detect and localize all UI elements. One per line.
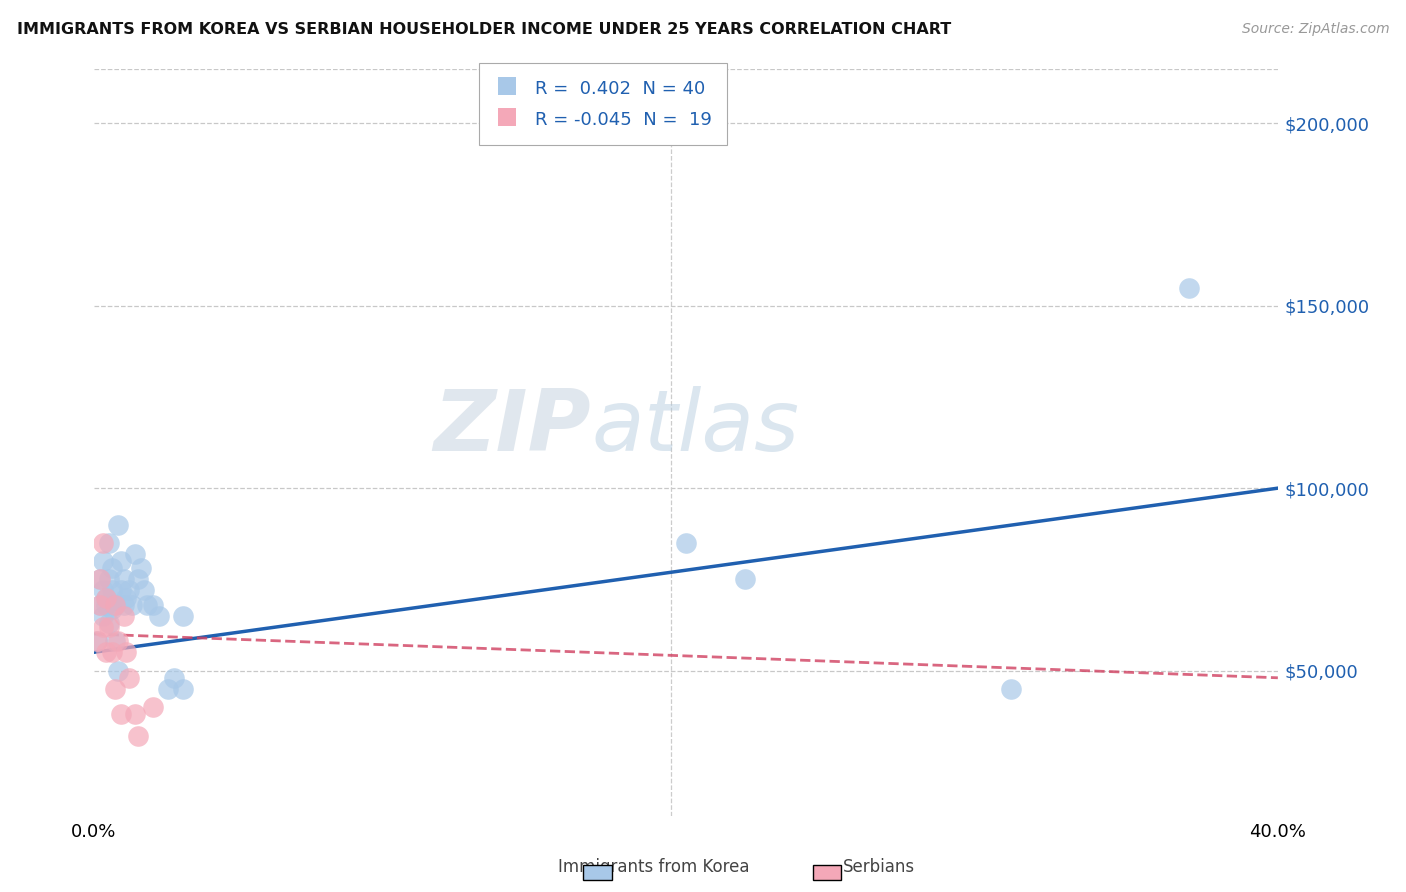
Point bbox=[91, 620, 114, 634]
Point bbox=[118, 671, 141, 685]
Text: Serbians: Serbians bbox=[842, 858, 915, 876]
Point bbox=[100, 561, 122, 575]
Point bbox=[107, 634, 129, 648]
Text: atlas: atlas bbox=[591, 386, 799, 469]
Point bbox=[100, 645, 122, 659]
Point bbox=[91, 536, 114, 550]
Point bbox=[110, 707, 132, 722]
Point bbox=[104, 681, 127, 696]
Point bbox=[124, 707, 146, 722]
Point bbox=[91, 608, 114, 623]
Point bbox=[107, 517, 129, 532]
Point bbox=[104, 598, 127, 612]
Point bbox=[1178, 280, 1201, 294]
Text: ZIP: ZIP bbox=[433, 386, 591, 469]
Point bbox=[136, 598, 159, 612]
Point bbox=[89, 572, 111, 586]
Point bbox=[91, 583, 114, 598]
Text: Source: ZipAtlas.com: Source: ZipAtlas.com bbox=[1241, 22, 1389, 37]
Point bbox=[104, 634, 127, 648]
Point bbox=[97, 616, 120, 631]
Point bbox=[129, 561, 152, 575]
Point bbox=[107, 664, 129, 678]
Point bbox=[110, 583, 132, 598]
Point bbox=[134, 583, 156, 598]
Point bbox=[148, 608, 170, 623]
Point bbox=[89, 598, 111, 612]
Point bbox=[100, 583, 122, 598]
Point bbox=[104, 598, 127, 612]
Point bbox=[121, 598, 143, 612]
Point bbox=[86, 634, 108, 648]
Legend: R =  0.402  N = 40, R = -0.045  N =  19: R = 0.402 N = 40, R = -0.045 N = 19 bbox=[479, 62, 727, 145]
Point bbox=[124, 547, 146, 561]
Point bbox=[734, 572, 756, 586]
Point bbox=[156, 681, 179, 696]
Point bbox=[86, 634, 108, 648]
Point bbox=[163, 671, 186, 685]
Point bbox=[94, 645, 117, 659]
Point bbox=[89, 572, 111, 586]
Point bbox=[91, 554, 114, 568]
Point bbox=[127, 572, 149, 586]
Point bbox=[97, 620, 120, 634]
Point bbox=[97, 572, 120, 586]
Point bbox=[97, 536, 120, 550]
Point bbox=[89, 598, 111, 612]
Point bbox=[112, 608, 135, 623]
Point bbox=[112, 572, 135, 586]
Point bbox=[1000, 681, 1022, 696]
Text: Immigrants from Korea: Immigrants from Korea bbox=[558, 858, 749, 876]
Point bbox=[94, 598, 117, 612]
Point bbox=[675, 536, 697, 550]
Point bbox=[127, 729, 149, 743]
Point bbox=[94, 591, 117, 605]
Point bbox=[94, 591, 117, 605]
Point bbox=[115, 591, 138, 605]
Point bbox=[142, 700, 165, 714]
Point bbox=[115, 645, 138, 659]
Point bbox=[110, 554, 132, 568]
Point bbox=[112, 598, 135, 612]
Point bbox=[118, 583, 141, 598]
Point bbox=[142, 598, 165, 612]
Point bbox=[172, 608, 194, 623]
Point bbox=[100, 601, 122, 615]
Text: IMMIGRANTS FROM KOREA VS SERBIAN HOUSEHOLDER INCOME UNDER 25 YEARS CORRELATION C: IMMIGRANTS FROM KOREA VS SERBIAN HOUSEHO… bbox=[17, 22, 950, 37]
Point bbox=[172, 681, 194, 696]
